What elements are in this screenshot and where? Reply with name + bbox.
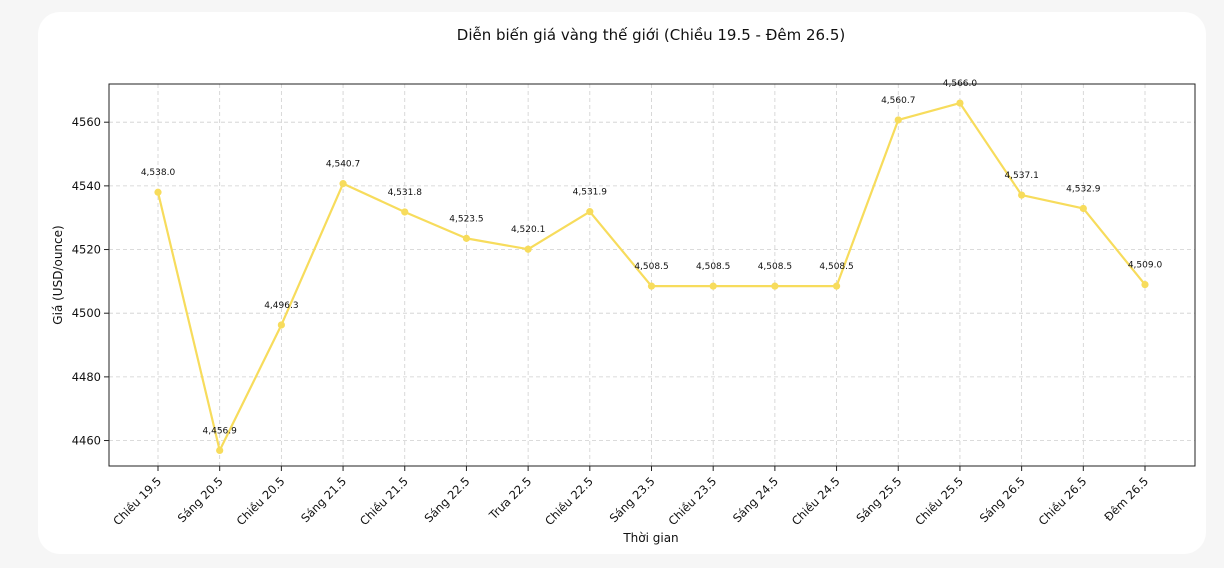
data-point [154, 188, 162, 196]
data-point [401, 208, 409, 216]
chart-title: Diễn biến giá vàng thế giới (Chiều 19.5 … [457, 26, 845, 44]
x-tick-label: Chiều 26.5 [1036, 474, 1090, 528]
x-tick-label: Sáng 26.5 [977, 474, 1028, 525]
data-point [771, 282, 779, 290]
data-label: 4,508.5 [758, 262, 792, 272]
x-axis-label: Thời gian [622, 531, 678, 545]
x-tick-label: Sáng 23.5 [607, 474, 658, 525]
x-tick-label: Đêm 26.5 [1101, 474, 1151, 524]
data-label: 4,456.9 [203, 426, 238, 436]
data-point [462, 234, 471, 242]
x-tick-label: Sáng 21.5 [298, 474, 349, 525]
x-tick-label: Sáng 20.5 [175, 474, 226, 525]
data-label: 4,538.0 [141, 168, 176, 178]
data-point [1079, 204, 1087, 213]
chart-card [38, 12, 1206, 554]
data-label: 4,566.0 [943, 79, 978, 89]
y-axis: 4460 4480 4500 4520 4540 4560 [72, 115, 109, 448]
x-tick-label: Chiều 23.5 [665, 474, 719, 528]
data-label: 4,496.3 [264, 301, 298, 311]
x-tick-label: Trưa 22.5 [486, 474, 535, 523]
plot-frame [108, 83, 1196, 467]
data-label: 4,532.9 [1066, 184, 1101, 194]
data-label: 4,508.5 [634, 262, 668, 272]
x-tick-label: Chiều 19.5 [110, 474, 164, 528]
x-tick-label: Chiều 22.5 [542, 474, 596, 528]
y-axis-label: Giá (USD/ounce) [51, 225, 65, 324]
data-label: 4,531.9 [573, 188, 608, 198]
x-axis: Chiều 19.5 Sáng 20.5 Chiều 20.5 Sáng 21.5 Ch… [110, 466, 1151, 528]
data-label: 4,540.7 [326, 160, 360, 170]
data-labels: 4,538.0 4,456.9 4,496.3 4,540.7 4,531.8 4,523… [141, 79, 1163, 436]
data-point [956, 99, 964, 107]
x-tick-label: Chiều 25.5 [912, 474, 966, 528]
series [154, 99, 1149, 455]
y-tick-label: 4460 [72, 434, 101, 448]
data-point [1141, 280, 1149, 289]
data-point [709, 282, 717, 290]
x-tick-label: Sáng 25.5 [853, 474, 904, 525]
y-tick-label: 4560 [72, 115, 101, 129]
x-tick-label: Chiều 21.5 [357, 474, 411, 528]
data-label: 4,523.5 [449, 214, 483, 224]
data-label: 4,509.0 [1128, 261, 1163, 271]
y-tick-label: 4520 [72, 243, 101, 257]
data-point [524, 245, 532, 253]
data-point [647, 282, 656, 290]
data-point [586, 208, 594, 216]
y-tick-label: 4500 [72, 306, 101, 320]
data-label: 4,560.7 [881, 96, 915, 106]
data-label: 4,520.1 [511, 225, 545, 235]
x-tick-label: Chiều 24.5 [789, 474, 843, 528]
data-point [832, 282, 841, 290]
x-tick-label: Chiều 20.5 [234, 474, 288, 528]
grid [109, 84, 1195, 466]
data-label: 4,537.1 [1004, 171, 1038, 181]
y-tick-label: 4540 [72, 179, 101, 193]
data-label: 4,531.8 [388, 188, 423, 198]
x-tick-label: Sáng 24.5 [730, 474, 781, 525]
data-point [1018, 191, 1026, 199]
data-point [894, 116, 902, 124]
x-tick-label: Sáng 22.5 [422, 474, 473, 525]
data-point [277, 321, 285, 329]
data-point [339, 180, 347, 188]
data-point [216, 446, 224, 455]
data-label: 4,508.5 [819, 262, 853, 272]
y-tick-label: 4480 [72, 370, 101, 384]
data-label: 4,508.5 [696, 262, 730, 272]
